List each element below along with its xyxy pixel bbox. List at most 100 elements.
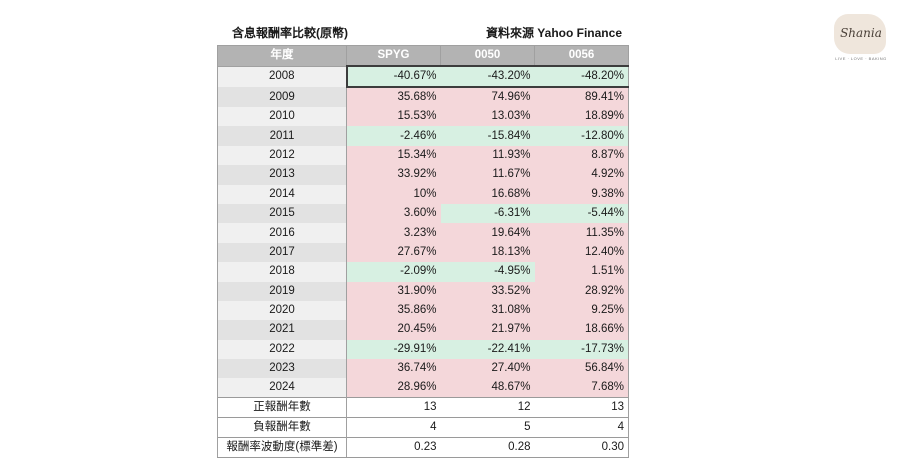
return-cell: 10%: [346, 184, 441, 204]
return-cell: 16.68%: [440, 184, 535, 204]
table-row: 2016 3.23% 19.64% 11.35%: [217, 223, 629, 243]
summary-row: 正報酬年數 13 12 13: [217, 397, 629, 418]
return-cell: 48.67%: [440, 378, 535, 398]
year-cell: 2024: [217, 378, 347, 398]
return-cell: 3.60%: [346, 203, 441, 224]
return-cell: 1.51%: [534, 262, 629, 282]
table-header-row: 年度 SPYG 0050 0056: [217, 45, 629, 67]
summary-label: 報酬率波動度(標準差): [217, 437, 347, 459]
summary-label: 正報酬年數: [217, 397, 347, 418]
summary-label: 負報酬年數: [217, 417, 347, 438]
table-row: 2009 35.68% 74.96% 89.41%: [217, 87, 629, 107]
return-cell: 21.97%: [440, 320, 535, 340]
return-cell: 35.86%: [346, 300, 441, 321]
return-cell: 28.92%: [534, 281, 629, 301]
return-cell: 36.74%: [346, 359, 441, 379]
year-cell: 2020: [217, 300, 347, 321]
table-row: 2021 20.45% 21.97% 18.66%: [217, 320, 629, 340]
header-year: 年度: [217, 45, 347, 67]
year-cell: 2022: [217, 339, 347, 360]
return-cell: 9.38%: [534, 184, 629, 204]
summary-value: 13: [346, 397, 441, 418]
year-cell: 2009: [217, 87, 347, 107]
return-cell: 18.89%: [534, 107, 629, 127]
return-cell: -12.80%: [534, 126, 629, 146]
return-cell: 33.52%: [440, 281, 535, 301]
return-cell: 11.35%: [534, 223, 629, 243]
year-cell: 2019: [217, 281, 347, 301]
header-0050: 0050: [440, 45, 535, 67]
return-cell: 8.87%: [534, 145, 629, 166]
return-cell: 74.96%: [440, 87, 535, 107]
year-cell: 2011: [217, 126, 347, 146]
return-cell: 33.92%: [346, 165, 441, 185]
data-source-label: 資料來源 Yahoo Finance: [485, 26, 622, 40]
table-row: 2015 3.60% -6.31% -5.44%: [217, 203, 629, 224]
table-row: 2023 36.74% 27.40% 56.84%: [217, 359, 629, 379]
brand-logo: Shania LIVE · LOVE · BAKING: [832, 14, 890, 66]
return-cell: 35.68%: [346, 87, 441, 107]
year-cell: 2016: [217, 223, 347, 243]
summary-value: 0.28: [440, 437, 535, 459]
return-cell: -5.44%: [534, 203, 629, 224]
return-cell: 11.67%: [440, 165, 535, 185]
return-cell: -48.20%: [534, 65, 629, 88]
return-cell: 31.90%: [346, 281, 441, 301]
logo-background-shape: [834, 14, 886, 54]
return-cell: 4.92%: [534, 165, 629, 185]
return-cell: -40.67%: [345, 65, 441, 88]
summary-value: 0.23: [346, 437, 441, 459]
return-cell: 7.68%: [534, 378, 629, 398]
return-cell: -4.95%: [440, 262, 535, 282]
year-cell: 2013: [217, 165, 347, 185]
return-cell: 27.67%: [346, 242, 441, 263]
summary-row: 報酬率波動度(標準差) 0.23 0.28 0.30: [217, 437, 629, 459]
header-0056: 0056: [534, 45, 629, 67]
return-cell: 18.66%: [534, 320, 629, 340]
return-cell: 27.40%: [440, 359, 535, 379]
year-cell: 2014: [217, 184, 347, 204]
table-row: 2011 -2.46% -15.84% -12.80%: [217, 126, 629, 146]
summary-value: 4: [534, 417, 629, 438]
year-cell: 2008: [217, 66, 347, 87]
table-row: 2020 35.86% 31.08% 9.25%: [217, 300, 629, 321]
return-cell: -2.09%: [346, 262, 441, 282]
year-cell: 2017: [217, 242, 347, 263]
table-title: 含息報酬率比較(原幣): [232, 26, 348, 40]
table-row: 2008 -40.67% -43.20% -48.20%: [217, 65, 629, 88]
return-cell: 28.96%: [346, 378, 441, 398]
logo-wordmark: Shania: [840, 26, 882, 40]
summary-value: 13: [534, 397, 629, 418]
return-cell: 3.23%: [346, 223, 441, 243]
return-cell: 15.34%: [346, 145, 441, 166]
year-cell: 2010: [217, 107, 347, 127]
summary-value: 12: [440, 397, 535, 418]
table-row: 2012 15.34% 11.93% 8.87%: [217, 145, 629, 166]
return-cell: -2.46%: [346, 126, 441, 146]
year-cell: 2023: [217, 359, 347, 379]
summary-value: 5: [440, 417, 535, 438]
table-row: 2010 15.53% 13.03% 18.89%: [217, 107, 629, 127]
return-cell: -15.84%: [440, 126, 535, 146]
return-cell: 13.03%: [440, 107, 535, 127]
summary-value: 0.30: [534, 437, 629, 459]
return-cell: -43.20%: [440, 65, 535, 88]
return-cell: -29.91%: [346, 339, 441, 360]
year-cell: 2012: [217, 145, 347, 166]
table-row: 2019 31.90% 33.52% 28.92%: [217, 281, 629, 301]
return-cell: -22.41%: [440, 339, 535, 360]
header-spyg: SPYG: [346, 45, 441, 67]
return-cell: 31.08%: [440, 300, 535, 321]
logo-tagline: LIVE · LOVE · BAKING: [835, 56, 887, 61]
year-cell: 2015: [217, 203, 347, 224]
table-row: 2022 -29.91% -22.41% -17.73%: [217, 339, 629, 360]
return-cell: 9.25%: [534, 300, 629, 321]
table-row: 2013 33.92% 11.67% 4.92%: [217, 165, 629, 185]
return-cell: 89.41%: [534, 87, 629, 107]
return-cell: 20.45%: [346, 320, 441, 340]
return-cell: -17.73%: [534, 339, 629, 360]
return-cell: 56.84%: [534, 359, 629, 379]
table-row: 2024 28.96% 48.67% 7.68%: [217, 378, 629, 398]
return-cell: 19.64%: [440, 223, 535, 243]
return-cell: 15.53%: [346, 107, 441, 127]
